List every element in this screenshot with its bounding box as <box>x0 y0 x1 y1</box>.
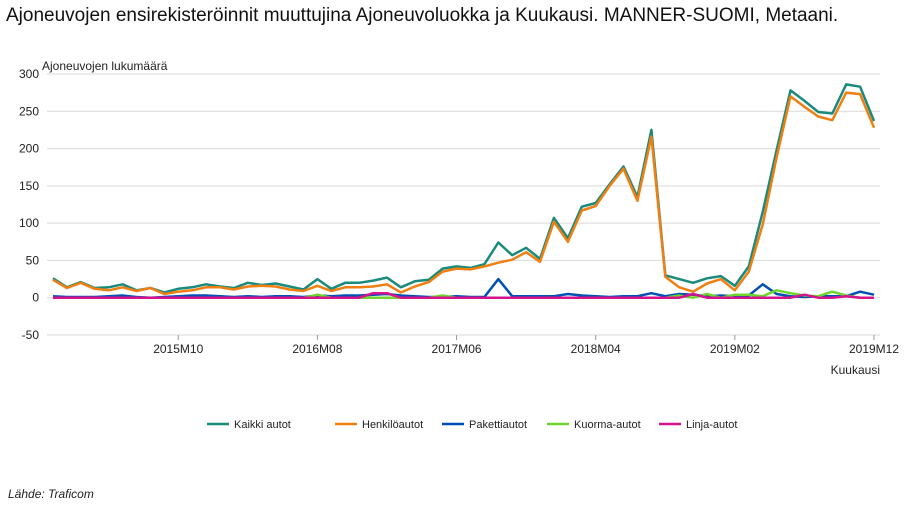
legend-label: Pakettiautot <box>469 419 527 431</box>
y-axis-ticks: -50 0 50 100 150 200 250 300 <box>19 67 39 342</box>
y-tick-label: 300 <box>19 67 39 81</box>
x-tick-label: 2016M08 <box>292 342 342 356</box>
series-line-kaikki-autot <box>52 83 876 294</box>
y-tick-label: 100 <box>19 216 39 230</box>
x-axis-label: Kuukausi <box>831 363 880 377</box>
x-tick-label: 2018M04 <box>571 342 621 356</box>
x-tick-label: 2015M10 <box>153 342 203 356</box>
y-tick-label: -50 <box>22 328 40 342</box>
x-axis-ticks: 2015M10 2016M08 2017M06 2018M04 2019M02 2019M… <box>153 335 899 356</box>
y-tick-label: 200 <box>19 142 39 156</box>
source-note: Lähde: Traficom <box>8 487 94 501</box>
series-lines <box>52 83 876 299</box>
legend: Kaikki autot Henkilöautot Pakettiautot Kuor… <box>207 419 737 431</box>
chart-title: Ajoneuvojen ensirekisteröinnit muuttujin… <box>6 5 839 26</box>
y-tick-label: 0 <box>32 291 39 305</box>
x-tick-label: 2019M02 <box>710 342 760 356</box>
legend-label: Henkilöautot <box>362 419 423 431</box>
series-line-linja-autot <box>53 291 874 299</box>
legend-label: Linja-autot <box>686 419 737 431</box>
series-line-henkil-autot <box>52 91 876 296</box>
y-tick-label: 150 <box>19 179 39 193</box>
x-tick-label: 2017M06 <box>432 342 482 356</box>
legend-label: Kuorma-autot <box>574 419 641 431</box>
y-tick-label: 250 <box>19 104 39 118</box>
y-axis-label: Ajoneuvojen lukumäärä <box>42 59 168 73</box>
legend-label: Kaikki autot <box>234 419 291 431</box>
y-tick-label: 50 <box>26 253 40 267</box>
x-tick-label: 2019M12 <box>849 342 899 356</box>
